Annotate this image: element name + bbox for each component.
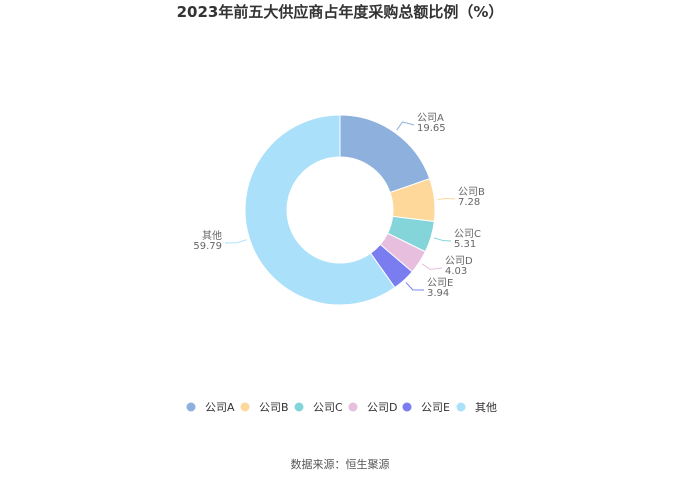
legend-item-a[interactable]: 公司A [186, 401, 235, 414]
slice-label-value-c: 5.31 [454, 239, 476, 250]
slice-label-name-b: 公司B [458, 187, 485, 198]
legend-marker-a [186, 402, 196, 412]
chart-title: 2023年前五大供应商占年度采购总额比例（%） [177, 3, 504, 21]
slice-label-value-a: 19.65 [417, 123, 446, 134]
leader-line-b [437, 197, 456, 200]
slices-group [244, 114, 436, 306]
slice-label-name-a: 公司A [417, 113, 444, 124]
legend-marker-e [402, 402, 412, 412]
slice-label-value-e: 3.94 [427, 288, 449, 299]
leader-line-a [396, 121, 415, 131]
slice-label-value-b: 7.28 [458, 197, 480, 208]
data-source-note: 数据来源：恒生聚源 [291, 457, 390, 471]
slice-label-name-other: 其他 [202, 229, 222, 242]
leader-line-c [433, 237, 452, 242]
leader-line-d [421, 263, 443, 270]
slice-label-name-d: 公司D [445, 256, 473, 267]
legend: 公司A 公司B 公司C 公司D 公司E 其他 [186, 401, 498, 414]
legend-label-a: 公司A [205, 401, 235, 414]
slice-label-name-c: 公司C [454, 229, 481, 240]
legend-label-b: 公司B [259, 401, 289, 414]
legend-label-e: 公司E [421, 401, 450, 414]
legend-label-d: 公司D [367, 401, 397, 414]
legend-marker-d [348, 402, 358, 412]
legend-label-other: 其他 [475, 401, 497, 414]
slice-label-value-d: 4.03 [445, 266, 467, 277]
legend-item-other[interactable]: 其他 [456, 401, 498, 414]
legend-marker-other [456, 402, 466, 412]
legend-marker-c [294, 402, 304, 412]
slice-label-name-e: 公司E [427, 278, 453, 289]
legend-marker-b [240, 402, 250, 412]
legend-item-d[interactable]: 公司D [348, 401, 398, 414]
slice-other[interactable] [244, 114, 396, 306]
legend-item-b[interactable]: 公司B [240, 401, 289, 414]
legend-item-c[interactable]: 公司C [294, 401, 343, 414]
legend-item-e[interactable]: 公司E [402, 401, 450, 414]
leader-line-e [405, 282, 425, 291]
legend-label-c: 公司C [313, 401, 343, 414]
leader-line-other [224, 239, 247, 244]
slice-label-value-other: 59.79 [193, 241, 222, 252]
